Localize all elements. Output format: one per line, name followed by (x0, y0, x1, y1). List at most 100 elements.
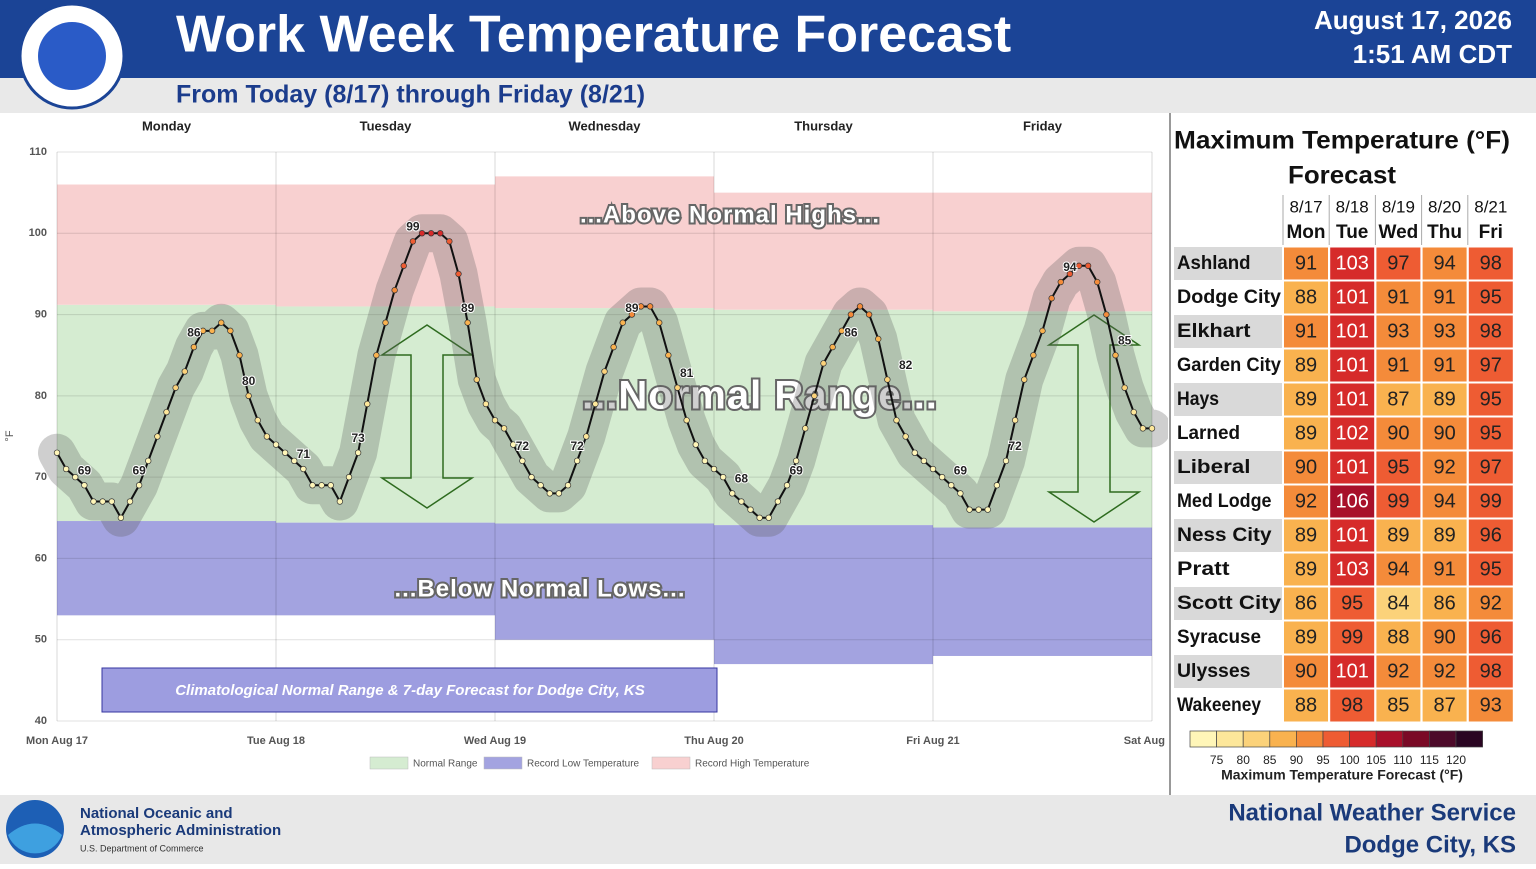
y-tick-label: 50 (35, 634, 47, 646)
col-date: 8/17 (1289, 197, 1322, 216)
row-name: Wakeeney (1177, 695, 1261, 716)
cell-bg (1467, 348, 1514, 383)
colorbar-box (1349, 730, 1377, 748)
cell-value: 91 (1295, 320, 1317, 342)
cell-bg (1329, 450, 1376, 485)
cell-value: 95 (1480, 286, 1502, 308)
x-tick-label: Mon Aug 17 (26, 735, 88, 747)
forecast-point (126, 498, 134, 505)
forecast-point (90, 498, 97, 505)
cell-value: 98 (1480, 660, 1502, 682)
table-title: Maximum Temperature (°F) (1174, 127, 1510, 155)
row-header-bg (1174, 247, 1282, 280)
forecast-point (455, 270, 462, 278)
forecast-point (774, 498, 782, 505)
forecast-point (354, 449, 362, 456)
forecast-point (747, 506, 754, 513)
row-header-bg (1174, 655, 1282, 688)
y-tick-label: 80 (35, 390, 47, 402)
nws-logo-inner (38, 22, 106, 90)
day-label: Tuesday (360, 118, 413, 133)
cell-bg (1283, 484, 1329, 519)
cell-value: 89 (1295, 524, 1317, 546)
cell-bg (1375, 246, 1422, 281)
row-name: Pratt (1177, 559, 1230, 580)
cell-bg (1467, 450, 1514, 485)
cell-value: 99 (1341, 626, 1363, 648)
org-line2: Atmospheric Administration (80, 822, 281, 839)
colorbar-tick: 100 (1340, 753, 1360, 767)
overlay-text: ...Normal Range... (582, 374, 938, 418)
forecast-point (391, 287, 398, 294)
data-label: 69 (954, 463, 968, 477)
col-date: 8/20 (1428, 197, 1461, 216)
legend-swatch (651, 756, 691, 770)
col-day: Tue (1336, 222, 1368, 243)
day-label: Friday (1023, 118, 1063, 133)
forecast-point (847, 311, 855, 318)
cell-bg (1329, 586, 1376, 621)
forecast-point (920, 457, 928, 465)
band (276, 184, 495, 307)
forecast-point (1011, 417, 1019, 424)
forecast-point (227, 327, 234, 334)
cell-bg (1329, 246, 1376, 281)
colorbar-tick: 90 (1290, 753, 1304, 767)
cell-bg (1329, 654, 1376, 689)
cell-value: 90 (1433, 422, 1455, 444)
forecast-point (437, 230, 444, 237)
colorbar-tick: 95 (1316, 753, 1330, 767)
cell-value: 97 (1387, 252, 1409, 274)
row-name: Med Lodge (1177, 491, 1272, 512)
forecast-point (336, 498, 344, 505)
cell-bg (1421, 586, 1468, 621)
forecast-point (519, 457, 526, 465)
forecast-point (1112, 352, 1119, 359)
note: Climatological Normal Range & 7-day Fore… (175, 682, 645, 699)
colorbar-box (1429, 730, 1457, 748)
colorbar-tick: 110 (1393, 753, 1412, 767)
forecast-point (409, 238, 417, 245)
cell-bg (1375, 450, 1422, 485)
overlay-text: ...Above Normal Highs... (580, 201, 880, 228)
forecast-point (245, 392, 252, 400)
cell-value: 91 (1387, 354, 1409, 376)
cell-value: 101 (1336, 524, 1369, 546)
cell-value: 93 (1387, 320, 1409, 342)
colorbar-box (1455, 730, 1483, 748)
row-header-bg (1174, 553, 1282, 586)
cell-bg (1467, 484, 1514, 519)
row-header-bg (1174, 383, 1282, 416)
cell-bg (1283, 450, 1329, 485)
band (57, 184, 276, 305)
forecast-point (218, 319, 225, 326)
cell-bg (1467, 586, 1514, 621)
cell-bg (1283, 246, 1329, 281)
cell-bg (1421, 416, 1468, 451)
row-header-bg (1174, 485, 1282, 518)
row-name: Dodge City (1177, 287, 1281, 308)
row-header-bg (1174, 587, 1282, 620)
row-header-bg (1174, 451, 1282, 484)
cell-value: 90 (1433, 626, 1455, 648)
forecast-point (738, 498, 745, 505)
forecast-point (656, 319, 663, 326)
cell-value: 84 (1387, 592, 1409, 614)
cell-value: 95 (1341, 592, 1363, 614)
cell-value: 103 (1336, 558, 1369, 580)
forecast-point (765, 514, 772, 521)
forecast-point (291, 457, 298, 465)
legend-label: Record High Temperature (695, 759, 810, 770)
forecast-point (1057, 278, 1064, 286)
forecast-point (875, 335, 882, 343)
legend-label: Normal Range (413, 759, 478, 770)
row-name: Liberal (1177, 457, 1251, 478)
cell-bg (1375, 620, 1422, 655)
cell-bg (1421, 620, 1468, 655)
forecast-point (236, 352, 243, 359)
row-name: Ness City (1177, 525, 1272, 546)
colorbar-box (1216, 730, 1244, 748)
forecast-point (838, 327, 845, 334)
forecast-point (1048, 295, 1055, 302)
row-header-bg (1174, 519, 1282, 552)
